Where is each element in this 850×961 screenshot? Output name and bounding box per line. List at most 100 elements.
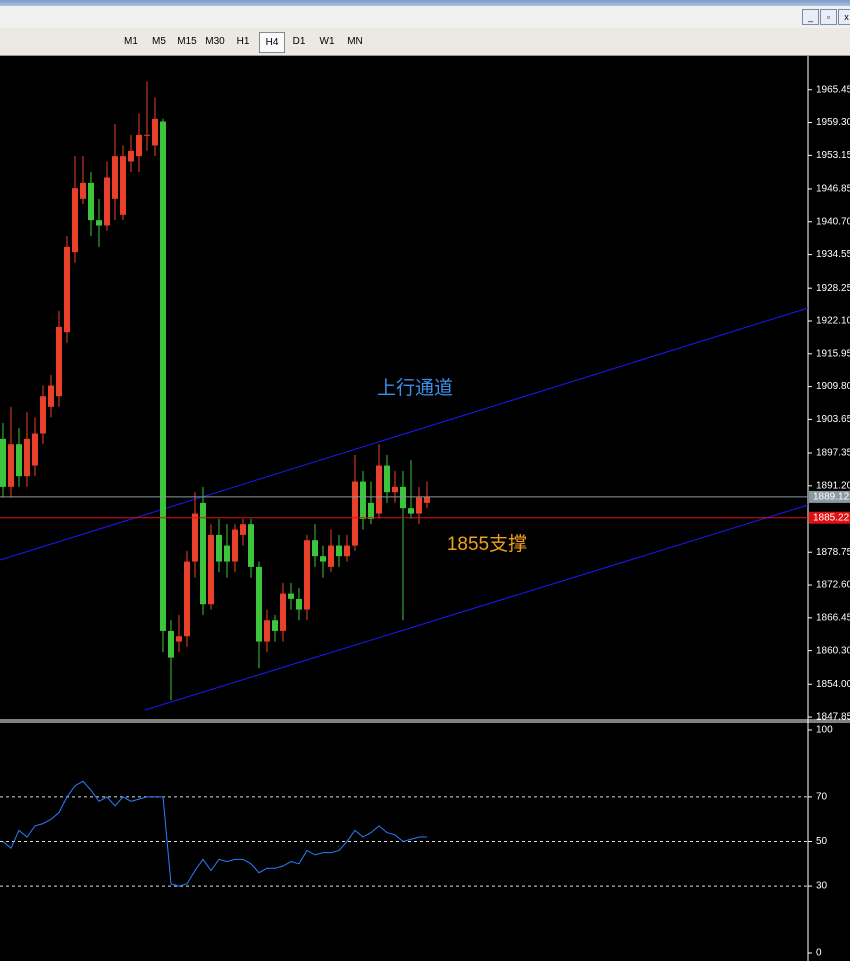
channel-lower xyxy=(144,504,809,711)
restore-button[interactable]: ▫ xyxy=(820,9,837,25)
timeframe-button[interactable]: M15 xyxy=(177,36,197,47)
candle-body xyxy=(152,118,158,146)
candle-body xyxy=(64,246,70,333)
candle-body xyxy=(368,502,374,519)
annotation: 1855支撑 xyxy=(447,533,527,555)
candle-body xyxy=(0,438,6,487)
candle-body xyxy=(176,636,182,642)
candle-body xyxy=(344,545,350,557)
candle-body xyxy=(96,220,102,226)
timeframe-button[interactable]: D1 xyxy=(292,36,306,47)
y-tick-label: 1897.35 xyxy=(816,448,850,459)
candle-body xyxy=(424,496,430,503)
candle-body xyxy=(304,540,310,610)
price-label: 1889.12 xyxy=(813,492,850,503)
timeframe-button[interactable]: H1 xyxy=(236,36,250,47)
candle-body xyxy=(416,497,422,514)
timeframe-button[interactable]: H4 xyxy=(259,32,285,53)
candle-body xyxy=(8,444,14,487)
candle-body xyxy=(336,545,342,557)
y-tick-label: 1928.25 xyxy=(816,283,850,294)
price-label-box xyxy=(809,490,850,503)
y-tick-label: 30 xyxy=(816,881,828,892)
candle-body xyxy=(48,385,54,407)
candle-body xyxy=(408,508,414,514)
candle-body xyxy=(128,150,134,162)
candle-body xyxy=(104,177,110,226)
y-tick-label: 1854.00 xyxy=(816,679,850,690)
timeframe-button[interactable]: MN xyxy=(347,36,363,47)
candle-body xyxy=(272,620,278,631)
candle-body xyxy=(208,534,214,605)
y-tick-label: 1860.30 xyxy=(816,645,850,656)
candle-body xyxy=(264,620,270,642)
candle-body xyxy=(392,486,398,493)
candle-body xyxy=(232,529,238,562)
chart: 上行通道 1855支撑 1965.45 1959.30 1953.15 1946.85… xyxy=(0,56,850,961)
candle-body xyxy=(72,188,78,253)
toolbar: M1 M5 M15 M30 H1 H4 D1 W1 MN xyxy=(0,28,850,56)
channel-upper xyxy=(0,307,809,561)
candle-body xyxy=(112,156,118,199)
y-tick-label: 1959.30 xyxy=(816,117,850,128)
candle-body xyxy=(280,593,286,631)
candle-body xyxy=(360,481,366,519)
minimize-button[interactable]: _ xyxy=(802,9,819,25)
candle-body xyxy=(288,593,294,599)
candle-body xyxy=(168,630,174,658)
candle-body xyxy=(296,598,302,610)
candle-body xyxy=(80,182,86,199)
candle-body xyxy=(16,444,22,477)
candle-body xyxy=(136,134,142,157)
title-bar xyxy=(0,0,850,6)
candle-body xyxy=(352,481,358,546)
candle-body xyxy=(40,396,46,434)
candle-body xyxy=(120,156,126,215)
candle-body xyxy=(320,556,326,562)
timeframe-button[interactable]: W1 xyxy=(319,36,335,47)
candle-body xyxy=(88,182,94,221)
y-tick-label: 1934.55 xyxy=(816,249,850,260)
candle-body xyxy=(376,465,382,514)
y-tick-label: 1940.70 xyxy=(816,216,850,227)
y-tick-label: 1866.45 xyxy=(816,612,850,623)
y-tick-label: 100 xyxy=(816,725,833,736)
y-tick-label: 1847.85 xyxy=(816,712,850,723)
y-tick-label: 1915.95 xyxy=(816,348,850,359)
candle-body xyxy=(24,438,30,477)
price-label-box xyxy=(809,511,850,524)
y-tick-label: 1946.85 xyxy=(816,184,850,195)
y-tick-label: 1878.75 xyxy=(816,547,850,558)
y-tick-label: 1953.15 xyxy=(816,150,850,161)
candle-body xyxy=(32,433,38,466)
candle-body xyxy=(248,524,254,567)
candle-body xyxy=(400,486,406,509)
candle-body xyxy=(384,465,390,493)
y-tick-label: 50 xyxy=(816,836,828,847)
y-tick-label: 0 xyxy=(816,948,822,959)
y-tick-label: 1903.65 xyxy=(816,414,850,425)
candle-body xyxy=(240,524,246,535)
menu-bar: _ ▫ x xyxy=(0,6,850,29)
candle-body xyxy=(216,534,222,562)
timeframe-button[interactable]: M5 xyxy=(152,36,166,47)
close-button[interactable]: x xyxy=(838,9,850,25)
y-tick-label: 1872.60 xyxy=(816,580,850,591)
y-tick-label: 1922.10 xyxy=(816,316,850,327)
candle-body xyxy=(192,513,198,562)
y-tick-label: 1965.45 xyxy=(816,84,850,95)
y-tick-label: 70 xyxy=(816,792,828,803)
candle-body xyxy=(160,121,166,631)
annotation: 上行通道 xyxy=(377,377,453,399)
candle-body xyxy=(312,540,318,557)
timeframe-button[interactable]: M30 xyxy=(205,36,225,47)
candle-body xyxy=(200,502,206,605)
rsi-line xyxy=(2,780,427,887)
y-tick-label: 1909.80 xyxy=(816,381,850,392)
candle-body xyxy=(184,561,190,637)
candle-body xyxy=(56,326,62,397)
candle-body xyxy=(224,545,230,562)
timeframe-button[interactable]: M1 xyxy=(124,36,138,47)
candle-body xyxy=(328,545,334,567)
